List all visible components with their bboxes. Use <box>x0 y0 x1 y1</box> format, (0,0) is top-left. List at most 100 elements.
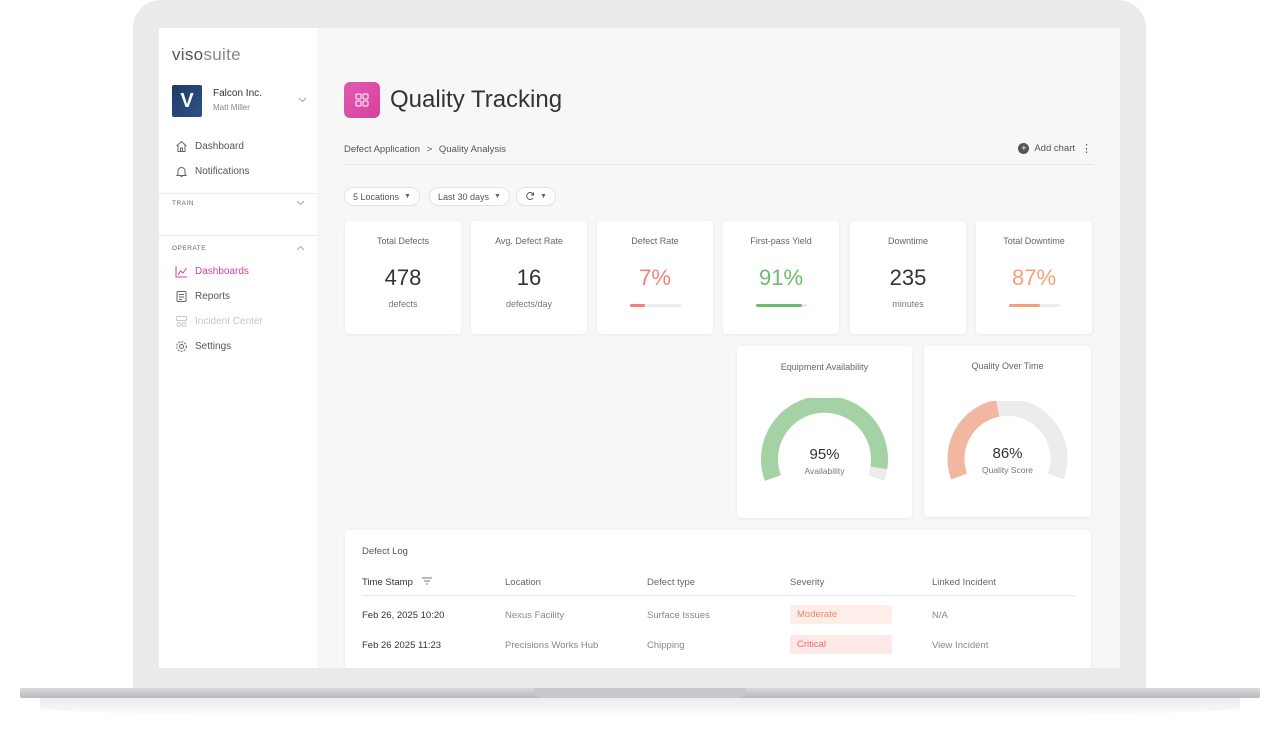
divider <box>159 193 317 194</box>
period-filter[interactable]: Last 30 days ▼ <box>429 187 510 206</box>
cell-linked-incident: N/A <box>932 610 948 621</box>
cell-timestamp: Feb 26, 2025 10:20 <box>362 610 445 621</box>
locations-filter[interactable]: 5 Locations ▼ <box>344 187 420 206</box>
kpi-value: 478 <box>384 265 422 290</box>
user-name: Matt Miller <box>213 103 250 112</box>
gauge-fill <box>947 401 1000 480</box>
column-header-defect-type[interactable]: Defect type <box>647 577 696 588</box>
kpi-unit: defects/day <box>505 299 553 309</box>
column-header-timestamp[interactable]: Time Stamp <box>362 577 432 588</box>
cell-location: Nexus Facility <box>505 610 565 621</box>
gauge-card-equipment-availability[interactable]: Equipment Availability 95% Availability <box>737 346 912 518</box>
gauge-value: 95% <box>809 446 840 463</box>
gauge-value: 86% <box>992 445 1023 462</box>
kpi-title: Total Downtime <box>1003 236 1065 246</box>
laptop-notch <box>534 688 746 699</box>
refresh-icon <box>525 191 535 203</box>
kpi-title: Downtime <box>887 236 928 246</box>
kpi-title: Defect Rate <box>631 236 679 246</box>
kpi-unit: minutes <box>892 299 924 309</box>
gauge-card-quality-over-time[interactable]: Quality Over Time 86% Quality Score <box>924 346 1091 517</box>
app-screen: visosuite V Falcon Inc. Matt Miller Dash… <box>159 28 1120 668</box>
kpi-card-total-defects[interactable]: Total Defects 478 defects <box>345 221 461 334</box>
sidebar-item-dashboards[interactable]: Dashboards <box>175 263 249 279</box>
gear-icon <box>175 340 188 353</box>
gauge-chart <box>947 401 1068 480</box>
refresh-dropdown[interactable]: ▼ <box>516 187 556 206</box>
bell-icon <box>175 165 188 178</box>
chevron-down-icon[interactable] <box>296 199 305 208</box>
kpi-card-total-downtime[interactable]: Total Downtime 87% <box>976 221 1092 334</box>
cell-defect-type: Chipping <box>647 640 685 651</box>
sidebar-item-settings[interactable]: Settings <box>175 338 231 354</box>
sidebar-item-dashboard[interactable]: Dashboard <box>175 138 244 154</box>
incident-icon <box>175 315 188 328</box>
gauge-label: Quality Score <box>981 465 1034 475</box>
kpi-value: 7% <box>639 265 671 290</box>
table-header-divider <box>362 595 1075 596</box>
breadcrumb: Defect Application > Quality Analysis <box>344 144 506 155</box>
cell-location: Precisions Works Hub <box>505 640 599 651</box>
kpi-card-downtime[interactable]: Downtime 235 minutes <box>850 221 966 334</box>
sidebar-item-reports[interactable]: Reports <box>175 288 230 304</box>
severity-badge: Critical <box>790 635 892 654</box>
kpi-title: Avg. Defect Rate <box>495 236 563 246</box>
chart-line-icon <box>175 265 188 278</box>
org-name: Falcon Inc. <box>213 88 262 99</box>
progress-fill <box>1009 304 1040 307</box>
caret-down-icon: ▼ <box>494 193 501 200</box>
kpi-value: 91% <box>758 265 804 290</box>
page-title: Quality Tracking <box>390 86 563 113</box>
kpi-card-defect-rate[interactable]: Defect Rate 7% <box>597 221 713 334</box>
progress-bar <box>1009 304 1060 307</box>
home-icon <box>175 140 188 153</box>
brand-logo[interactable]: visosuite <box>172 45 241 64</box>
severity-badge: Moderate <box>790 605 892 624</box>
sidebar-item-incident-center[interactable]: Incident Center <box>175 313 263 329</box>
more-options-icon[interactable]: ⋮ <box>1081 143 1092 155</box>
plus-circle-icon: + <box>1018 143 1030 154</box>
gauge-label: Availability <box>804 466 845 476</box>
progress-fill <box>630 304 646 307</box>
caret-down-icon: ▼ <box>404 193 411 200</box>
sidebar-item-notifications[interactable]: Notifications <box>175 163 249 179</box>
chevron-up-icon[interactable] <box>296 244 305 253</box>
progress-bar <box>630 304 681 307</box>
kpi-value: 87% <box>1011 265 1057 290</box>
gauge-fill <box>761 398 888 481</box>
kpi-value: 235 <box>889 265 927 290</box>
laptop-shadow <box>40 698 1240 718</box>
gauge-title: Quality Over Time <box>971 361 1044 371</box>
gauge-chart <box>761 398 888 481</box>
cell-defect-type: Surface Issues <box>647 610 710 621</box>
sort-icon[interactable] <box>421 577 432 588</box>
caret-down-icon: ▼ <box>540 193 547 200</box>
progress-fill <box>756 304 803 307</box>
kpi-unit: defects <box>388 299 418 309</box>
progress-bar <box>756 304 807 307</box>
column-header-linked-incident[interactable]: Linked Incident <box>932 577 996 588</box>
cell-timestamp: Feb 26 2025 11:23 <box>362 640 442 651</box>
org-switcher[interactable]: V Falcon Inc. Matt Miller <box>172 85 307 119</box>
dashboard-grid-icon <box>344 82 380 118</box>
add-chart-button[interactable]: + Add chart ⋮ <box>1018 142 1092 155</box>
cell-view-incident-link[interactable]: View Incident <box>932 640 989 651</box>
reports-icon <box>175 290 188 303</box>
breadcrumb-separator: > <box>426 144 433 155</box>
header-divider <box>344 164 1094 165</box>
chevron-down-icon <box>298 95 307 105</box>
kpi-title: First-pass Yield <box>750 236 812 246</box>
breadcrumb-item[interactable]: Defect Application <box>344 144 421 155</box>
section-train[interactable]: TRAIN <box>172 200 194 207</box>
kpi-card-avg-defect-rate[interactable]: Avg. Defect Rate 16 defects/day <box>471 221 587 334</box>
kpi-card-first-pass-yield[interactable]: First-pass Yield 91% <box>723 221 839 334</box>
section-operate[interactable]: OPERATE <box>172 245 207 252</box>
divider <box>159 235 317 236</box>
kpi-title: Total Defects <box>376 236 430 246</box>
sidebar: visosuite V Falcon Inc. Matt Miller Dash… <box>159 28 317 668</box>
column-header-location[interactable]: Location <box>505 577 541 588</box>
breadcrumb-item[interactable]: Quality Analysis <box>438 144 506 155</box>
column-header-severity[interactable]: Severity <box>790 577 825 588</box>
gauge-title: Equipment Availability <box>780 362 869 372</box>
kpi-value: 16 <box>516 265 542 290</box>
